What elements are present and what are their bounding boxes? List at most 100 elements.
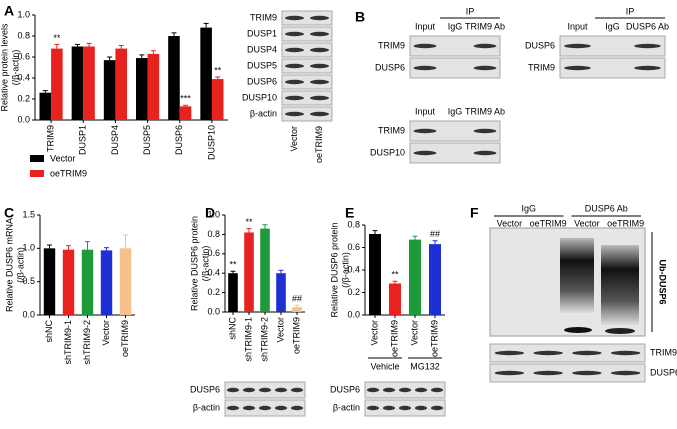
- band: [398, 387, 412, 393]
- lane-label: Input: [567, 21, 588, 31]
- y-tick-label: 0.8: [347, 219, 360, 229]
- lane-label: IgG: [448, 106, 463, 116]
- blot-row-label: DUSP10: [242, 92, 277, 102]
- bar: [200, 27, 212, 121]
- bar: [260, 228, 270, 312]
- lane-label: oeTRIM9: [530, 218, 567, 228]
- annotation: ##: [292, 294, 302, 304]
- band: [274, 387, 288, 393]
- annotation: **: [245, 217, 253, 227]
- x-tick-label: shTRIM9-2: [259, 317, 269, 362]
- band: [414, 405, 428, 411]
- blot-row-label: DUSP5: [247, 60, 277, 70]
- side-label: Ub-DUSP6: [658, 259, 668, 304]
- band: [285, 47, 304, 53]
- y-axis-label: Relative DUSP6 protein: [189, 216, 199, 311]
- bar: [389, 283, 401, 315]
- y-tick-label: 1.5: [22, 209, 35, 219]
- band: [310, 31, 329, 37]
- blot-row-label: DUSP4: [247, 44, 277, 54]
- x-tick-label: TRIM9: [45, 125, 55, 152]
- blot-row-label: TRIM9: [250, 12, 277, 22]
- blot-row: [281, 10, 333, 26]
- x-tick-label: shTRIM9-1: [63, 320, 73, 365]
- x-tick-label: shTRIM9-2: [82, 320, 92, 365]
- band: [413, 128, 437, 134]
- blot-row: [281, 90, 333, 106]
- bar: [100, 250, 113, 315]
- band: [564, 43, 591, 49]
- band: [285, 111, 304, 117]
- band: [572, 370, 602, 376]
- band: [290, 405, 304, 411]
- bar: [211, 79, 224, 120]
- bar: [51, 48, 63, 120]
- band: [310, 15, 329, 21]
- x-tick-label: Vector: [409, 320, 419, 346]
- x-tick-label: oeTRIM9: [389, 320, 399, 357]
- legend-swatch: [30, 155, 44, 162]
- band: [258, 387, 272, 393]
- lane-label: Vector: [497, 218, 523, 228]
- panel-label: F: [470, 205, 479, 221]
- annotation: **: [53, 33, 61, 43]
- y-tick-label: 0.5: [22, 276, 35, 286]
- annotation: ##: [430, 229, 440, 239]
- blot-row-label: DUSP10: [370, 147, 405, 157]
- band: [310, 95, 329, 101]
- blot-row: [281, 74, 333, 90]
- legend-label: Vector: [50, 153, 76, 163]
- lane-label: Input: [415, 21, 436, 31]
- lane-label: oeTRIM9: [314, 126, 324, 163]
- band: [572, 350, 602, 356]
- y-tick-label: 0.6: [347, 242, 360, 252]
- y-axis-label: Relative protein levels: [0, 23, 9, 112]
- blot-row-label: DUSP6: [525, 40, 555, 50]
- group-label: Vehicle: [370, 361, 399, 371]
- y-axis-label: (/β-actin): [340, 252, 350, 288]
- y-axis-label: (/β-actin): [15, 247, 25, 283]
- blot-row-label: DUSP6: [190, 384, 220, 394]
- blot-row: [281, 106, 333, 122]
- blot-row: [409, 120, 501, 142]
- band: [285, 63, 304, 69]
- x-tick-label: oeTRIM9: [429, 320, 439, 357]
- band: [564, 327, 592, 333]
- lane-label: IgG: [605, 21, 620, 31]
- lane-label: Vector: [289, 126, 299, 152]
- bar: [43, 248, 56, 315]
- blot-row-label: TRIM9: [528, 62, 555, 72]
- y-tick-label: 0.4: [207, 268, 220, 278]
- band: [382, 387, 396, 393]
- band: [398, 405, 412, 411]
- ip-label: IP: [466, 6, 475, 16]
- band: [494, 370, 525, 376]
- band: [366, 405, 380, 411]
- band: [473, 43, 497, 49]
- blot-row-label: TRIM9: [378, 40, 405, 50]
- y-axis-label: (/β-actin): [10, 50, 20, 86]
- lane-label: oeTRIM9: [607, 218, 644, 228]
- y-tick-label: 0.2: [207, 287, 220, 297]
- band: [310, 47, 329, 53]
- blot-row: [281, 42, 333, 58]
- bar: [83, 46, 95, 120]
- bar: [369, 234, 381, 315]
- lane-label: Input: [415, 106, 436, 116]
- bar: [115, 48, 127, 120]
- band: [258, 405, 272, 411]
- y-tick-label: 0.8: [207, 229, 220, 239]
- bar: [62, 249, 75, 315]
- y-axis-label: Relative DUSP6 protein: [329, 222, 339, 317]
- band: [473, 65, 497, 71]
- band: [430, 405, 444, 411]
- x-tick-label: DUSP1: [78, 125, 88, 155]
- bar: [276, 273, 286, 312]
- blot-row-label: TRIM9: [378, 125, 405, 135]
- band: [285, 15, 304, 21]
- lane-label: IgG: [448, 21, 463, 31]
- blot-row: [409, 142, 501, 164]
- legend-swatch: [30, 170, 44, 177]
- lane-label: DUSP6 Ab: [626, 21, 669, 31]
- bar: [103, 60, 116, 120]
